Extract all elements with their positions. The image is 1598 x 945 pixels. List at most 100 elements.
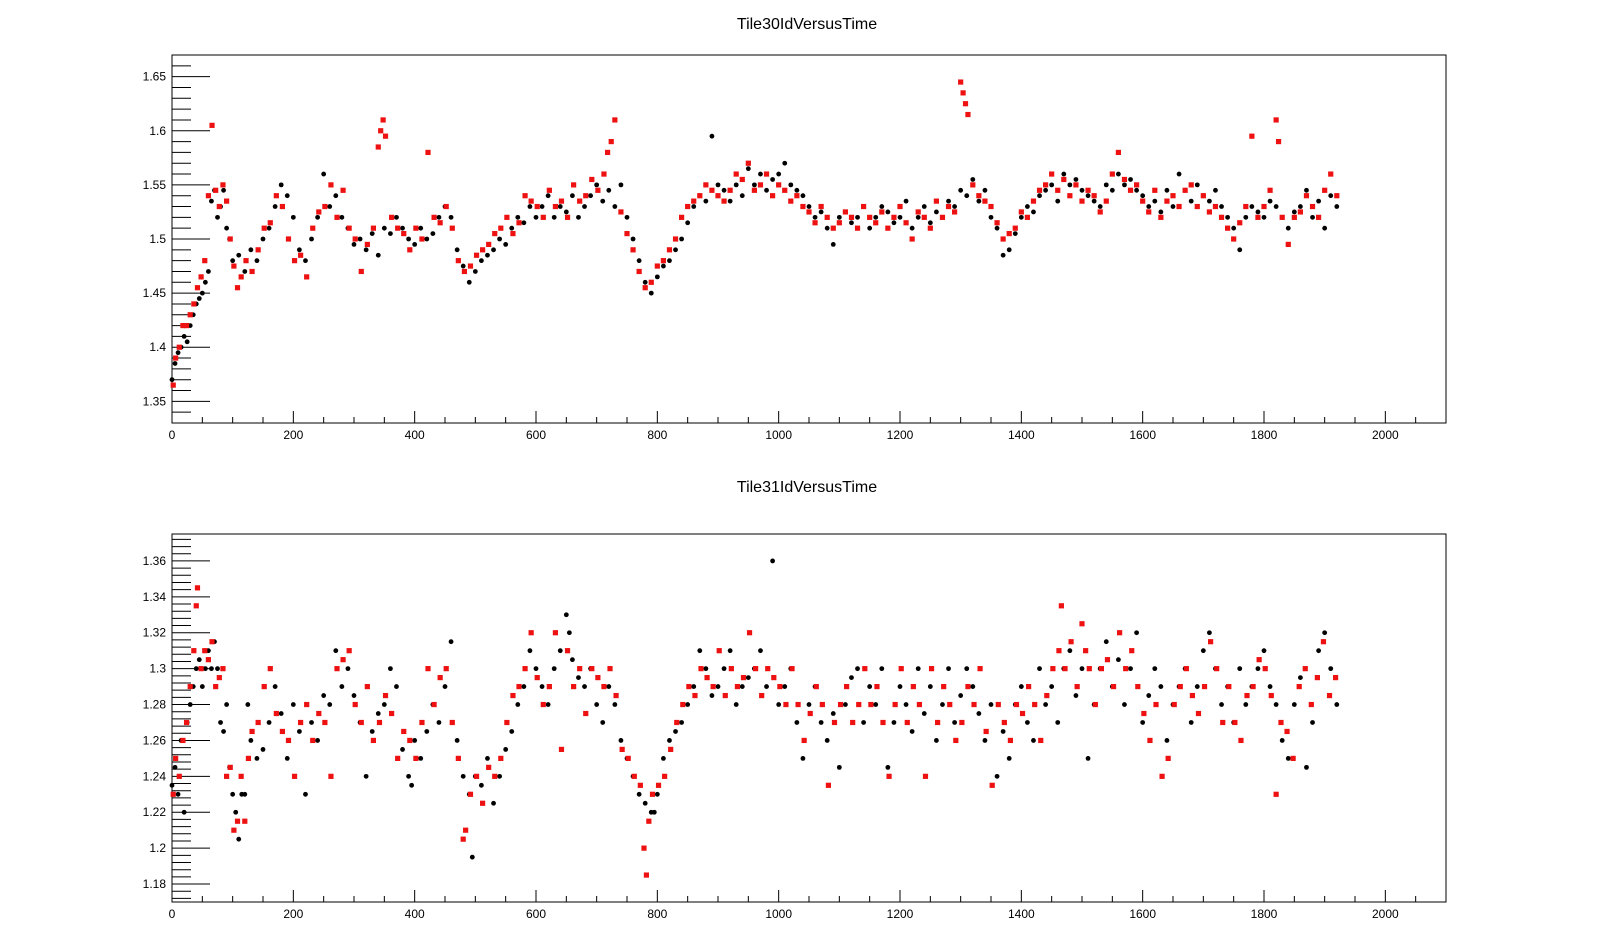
data-point xyxy=(191,648,197,654)
data-point xyxy=(486,241,492,248)
data-point xyxy=(850,719,856,726)
data-point xyxy=(419,719,425,726)
data-point xyxy=(558,746,565,753)
data-point xyxy=(278,711,284,716)
data-point xyxy=(933,198,939,204)
data-point xyxy=(1103,198,1109,204)
data-point xyxy=(680,701,686,708)
data-point xyxy=(242,269,248,274)
data-point xyxy=(745,675,751,681)
data-point xyxy=(964,666,970,672)
data-point xyxy=(1068,639,1074,645)
data-point xyxy=(339,684,345,689)
data-point xyxy=(334,214,340,220)
data-point xyxy=(333,193,339,199)
data-point xyxy=(1037,666,1042,672)
data-point xyxy=(1158,214,1164,220)
data-point xyxy=(419,236,425,242)
data-point xyxy=(304,701,310,708)
data-point xyxy=(1049,171,1055,177)
data-point xyxy=(224,773,230,779)
data-point xyxy=(952,204,957,209)
data-point xyxy=(740,675,747,681)
data-point xyxy=(1146,204,1152,209)
data-point xyxy=(672,236,679,242)
data-point xyxy=(583,193,589,199)
y-tick-label: 1.34 xyxy=(143,590,167,604)
x-tick-label: 400 xyxy=(405,907,425,921)
data-point xyxy=(1079,621,1085,627)
data-point xyxy=(460,836,466,842)
data-point xyxy=(418,755,424,761)
data-point xyxy=(1302,666,1308,672)
data-point xyxy=(437,675,443,681)
data-point xyxy=(904,719,910,726)
data-point xyxy=(480,247,486,253)
data-point xyxy=(284,755,290,761)
data-point xyxy=(266,225,272,231)
data-point xyxy=(443,666,449,672)
data-point xyxy=(1158,209,1164,215)
chart-tile31: Tile31IdVersusTime 0 200 400 600 800 1000 1200… xyxy=(143,479,1447,921)
data-point xyxy=(1316,198,1321,204)
data-point xyxy=(831,719,838,726)
data-point xyxy=(557,648,563,654)
data-point xyxy=(1000,252,1006,258)
data-point xyxy=(782,160,788,166)
data-point xyxy=(1036,187,1043,193)
data-point xyxy=(619,746,625,753)
data-point xyxy=(958,79,964,85)
data-point xyxy=(172,764,178,770)
data-point xyxy=(612,117,618,123)
data-point xyxy=(776,182,782,188)
data-point xyxy=(959,719,965,726)
data-point xyxy=(1152,198,1158,204)
data-point xyxy=(880,719,886,726)
data-point xyxy=(1128,177,1133,182)
data-point xyxy=(922,773,929,779)
data-point xyxy=(771,675,777,681)
data-point xyxy=(176,344,182,350)
data-point xyxy=(400,747,405,752)
data-point xyxy=(879,204,885,209)
data-point xyxy=(953,737,959,744)
data-point xyxy=(691,204,697,209)
data-point xyxy=(1012,225,1018,231)
data-point xyxy=(600,198,606,204)
data-point xyxy=(757,182,764,188)
data-point xyxy=(242,818,248,824)
data-point xyxy=(637,782,643,788)
data-point xyxy=(1273,117,1279,123)
data-point xyxy=(606,187,612,193)
data-point xyxy=(800,193,806,199)
data-point xyxy=(1037,193,1042,199)
data-point xyxy=(1001,719,1007,726)
data-point xyxy=(1194,203,1200,210)
data-point xyxy=(551,666,557,672)
data-point xyxy=(886,773,892,779)
data-point xyxy=(539,204,545,209)
data-point xyxy=(825,782,832,788)
data-point xyxy=(504,214,510,220)
data-point xyxy=(1158,684,1164,689)
data-point xyxy=(1298,204,1303,209)
data-point xyxy=(370,737,377,744)
data-point xyxy=(173,755,179,761)
data-point xyxy=(1298,675,1303,681)
data-point xyxy=(205,193,211,199)
data-point xyxy=(576,675,581,681)
data-point xyxy=(558,198,565,204)
data-point xyxy=(601,171,607,177)
data-point xyxy=(303,258,308,264)
data-point xyxy=(630,236,636,242)
data-point xyxy=(970,684,976,689)
x-tick-label: 1600 xyxy=(1129,428,1156,442)
data-point xyxy=(1073,693,1079,698)
data-point xyxy=(1256,657,1262,663)
data-point xyxy=(1141,710,1147,717)
data-point xyxy=(812,214,818,220)
data-point xyxy=(479,782,484,788)
data-point xyxy=(1083,648,1089,654)
data-point xyxy=(199,684,205,689)
data-point xyxy=(375,144,381,150)
